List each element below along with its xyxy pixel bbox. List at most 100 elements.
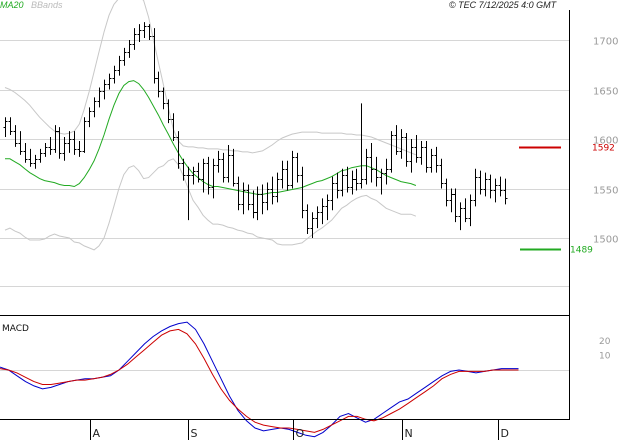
ohlc-bar xyxy=(444,178,449,207)
ohlc-bar xyxy=(33,154,38,169)
ohlc-bar xyxy=(161,87,166,110)
ohlc-bar xyxy=(453,188,458,223)
ohlc-bar xyxy=(211,158,216,199)
ohlc-bar xyxy=(354,168,359,191)
ohlc-bar xyxy=(171,113,176,141)
resistance-level-label: 1592 xyxy=(592,144,615,154)
ohlc-bar xyxy=(231,148,236,187)
ohlc-bar xyxy=(463,198,468,223)
ohlc-bar xyxy=(419,140,424,165)
ohlc-bar xyxy=(92,97,97,118)
ohlc-bar xyxy=(38,148,43,163)
ohlc-bar xyxy=(260,184,265,215)
ohlc-bar xyxy=(196,162,201,183)
ohlc-bar xyxy=(483,172,488,197)
ohlc-bar xyxy=(57,127,62,159)
price-tick-label: 1650 xyxy=(593,87,618,98)
ohlc-bar xyxy=(414,135,419,163)
ohlc-bar xyxy=(379,168,384,195)
macd-tick-label: 20 xyxy=(599,337,611,347)
ohlc-bar xyxy=(186,166,191,221)
month-label: D xyxy=(501,427,509,440)
ohlc-bar xyxy=(72,131,77,155)
ohlc-bar xyxy=(493,178,498,203)
bbands-legend: BBands xyxy=(31,0,63,10)
ohlc-bar xyxy=(300,166,305,219)
ohlc-bar xyxy=(320,198,325,225)
ohlc-bar xyxy=(77,140,82,157)
ohlc-bar xyxy=(488,174,493,199)
ohlc-bar xyxy=(503,178,508,205)
ma20-legend: MA20 xyxy=(0,0,24,10)
ohlc-bar xyxy=(325,194,330,221)
ohlc-bar xyxy=(67,131,72,153)
ohlc-bar xyxy=(439,158,444,189)
ohlc-bar xyxy=(152,28,157,84)
month-label: O xyxy=(296,427,305,440)
ohlc-bar xyxy=(478,170,483,195)
macd-line xyxy=(0,321,519,438)
price-grid xyxy=(0,40,569,287)
ohlc-bar xyxy=(498,176,503,197)
ohlc-bar xyxy=(191,166,196,185)
ohlc-bar xyxy=(241,182,246,215)
support-level-label: 1489 xyxy=(570,246,593,256)
price-tick-label: 1550 xyxy=(593,186,618,197)
ohlc-bar xyxy=(345,166,350,193)
ohlc-bar xyxy=(305,204,310,235)
ohlc-bar xyxy=(350,170,355,195)
macd-axis-ticks: 10 20 xyxy=(599,337,611,362)
ohlc-bar xyxy=(246,184,251,211)
ohlc-bar xyxy=(206,156,211,195)
ohlc-bar xyxy=(409,139,414,173)
copyright-note: © TEC 7/12/2025 4:0 GMT xyxy=(449,0,557,10)
ohlc-bar xyxy=(295,152,300,183)
ohlc-bar xyxy=(434,146,439,173)
ohlc-bar xyxy=(43,142,48,157)
bollinger-bands xyxy=(4,0,417,251)
ohlc-bar xyxy=(23,142,28,163)
ohlc-bar xyxy=(176,131,181,169)
ohlc-bar xyxy=(181,158,186,181)
ohlc-bar xyxy=(399,129,404,159)
price-tick-label: 1600 xyxy=(593,136,618,147)
ohlc-bar xyxy=(18,131,23,155)
ohlc-bar xyxy=(87,107,92,128)
ohlc-bar xyxy=(112,65,117,84)
price-bars xyxy=(3,22,508,238)
ohlc-bar xyxy=(374,156,379,187)
ohlc-bar xyxy=(97,87,102,108)
month-label: N xyxy=(405,427,413,440)
ohlc-bar xyxy=(429,148,434,173)
ohlc-bar xyxy=(340,168,345,197)
ohlc-bar xyxy=(216,150,221,173)
ohlc-bar xyxy=(315,206,320,229)
ohlc-bar xyxy=(369,142,374,183)
ohlc-bar xyxy=(364,148,369,185)
ohlc-bar xyxy=(132,28,137,50)
ohlc-bar xyxy=(394,125,399,155)
ohlc-bar xyxy=(290,150,295,189)
ohlc-bar xyxy=(359,103,364,189)
ohlc-bar xyxy=(404,133,409,167)
price-tick-label: 1700 xyxy=(593,37,618,48)
ohlc-bar xyxy=(389,131,394,173)
ohlc-bar xyxy=(13,125,18,147)
ohlc-bar xyxy=(53,125,58,153)
ohlc-bar xyxy=(117,55,122,76)
ohlc-bar xyxy=(468,194,473,227)
ohlc-bar xyxy=(166,99,171,124)
ohlc-bar xyxy=(156,71,161,98)
ohlc-bar xyxy=(201,158,206,193)
ohlc-bar xyxy=(221,152,226,183)
ohlc-bar xyxy=(226,144,231,183)
ohlc-bar xyxy=(424,140,429,173)
ohlc-bar xyxy=(330,176,335,211)
ohlc-bar xyxy=(270,176,275,205)
macd-panel-title: MACD xyxy=(2,324,29,334)
ma20-line xyxy=(5,80,417,195)
ohlc-bar xyxy=(384,158,389,185)
